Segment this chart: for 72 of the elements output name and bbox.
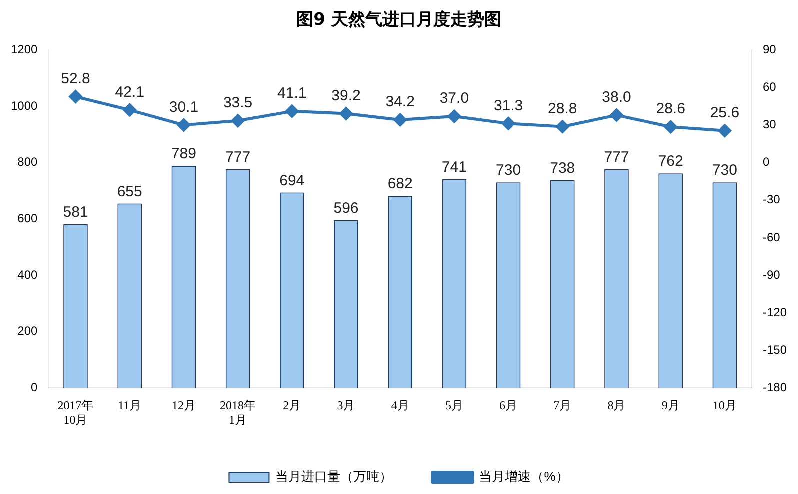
legend-label: 当月增速（%）	[479, 469, 569, 484]
x-tick-label: 2017年 10月	[58, 398, 94, 427]
y-tick-label: 600	[18, 212, 38, 226]
data-label: 694	[280, 172, 305, 190]
data-label: 38.0	[602, 88, 632, 106]
x-tick-label: 7月	[554, 398, 572, 413]
chart-title: 图9 天然气进口月度走势图	[296, 9, 502, 32]
point	[286, 104, 299, 118]
point	[664, 120, 678, 134]
x-tick-label: 4月	[391, 398, 410, 413]
data-label: 762	[658, 153, 684, 170]
point	[177, 118, 190, 132]
point	[232, 114, 245, 128]
y-tick-label: 200	[18, 324, 38, 338]
data-label: 28.8	[548, 100, 578, 118]
data-label: 37.0	[440, 90, 470, 108]
point	[69, 90, 82, 104]
point	[502, 117, 516, 130]
data-label: 42.1	[115, 84, 144, 101]
y2-tick-label: 30	[762, 118, 777, 132]
data-label: 682	[388, 176, 413, 193]
data-label: 25.6	[710, 104, 740, 122]
data-label: 730	[496, 162, 522, 180]
data-label: 581	[63, 204, 88, 222]
x-tick-label: 2018年 1月	[220, 398, 256, 427]
data-label: 34.2	[386, 94, 415, 111]
y2-tick-label: 90	[762, 42, 777, 57]
y2-tick-label: -90	[762, 268, 781, 282]
x-tick-label: 8月	[608, 398, 626, 413]
data-label: 30.1	[169, 98, 199, 116]
y2-tick-label: -180	[762, 380, 788, 395]
data-label: 730	[712, 162, 738, 180]
y-tick-label: 400	[18, 268, 38, 282]
point	[340, 107, 353, 120]
y-tick-label: 0	[31, 380, 38, 395]
point	[610, 108, 624, 122]
point	[123, 104, 136, 117]
y2-tick-label: -120	[762, 305, 788, 320]
data-label: 738	[550, 160, 576, 177]
data-label: 777	[604, 148, 630, 166]
data-label: 655	[117, 183, 142, 200]
y2-tick-label: -60	[762, 230, 781, 244]
data-label: 31.3	[494, 97, 524, 114]
data-label: 28.6	[656, 100, 686, 118]
point	[394, 114, 407, 127]
point	[718, 124, 732, 138]
legend-label: 当月进口量（万吨）	[276, 469, 393, 484]
data-label: 41.1	[278, 85, 307, 102]
data-label: 789	[171, 146, 196, 163]
y2-tick-label: 0	[762, 155, 770, 170]
x-tick-label: 2月	[283, 398, 302, 413]
x-tick-label: 6月	[500, 398, 518, 413]
x-tick-label: 3月	[337, 398, 356, 413]
point	[448, 110, 461, 124]
data-label: 741	[442, 159, 467, 176]
x-tick-label: 11月	[118, 398, 142, 413]
x-tick-label: 12月	[172, 398, 196, 413]
data-label: 52.8	[61, 70, 90, 88]
point	[556, 120, 570, 134]
x-tick-label: 5月	[445, 398, 464, 413]
y2-tick-label: 60	[762, 80, 777, 94]
y-tick-label: 800	[18, 155, 38, 170]
y-tick-label: 1200	[10, 42, 38, 57]
data-label: 33.5	[223, 94, 253, 112]
y2-tick-label: -30	[762, 192, 781, 207]
data-label: 596	[334, 200, 359, 217]
data-label: 39.2	[332, 87, 361, 104]
x-tick-label: 10月	[712, 398, 737, 413]
x-tick-label: 9月	[662, 398, 680, 413]
data-label: 777	[226, 148, 251, 166]
y2-tick-label: -150	[762, 342, 788, 357]
y-tick-label: 1000	[10, 98, 38, 113]
